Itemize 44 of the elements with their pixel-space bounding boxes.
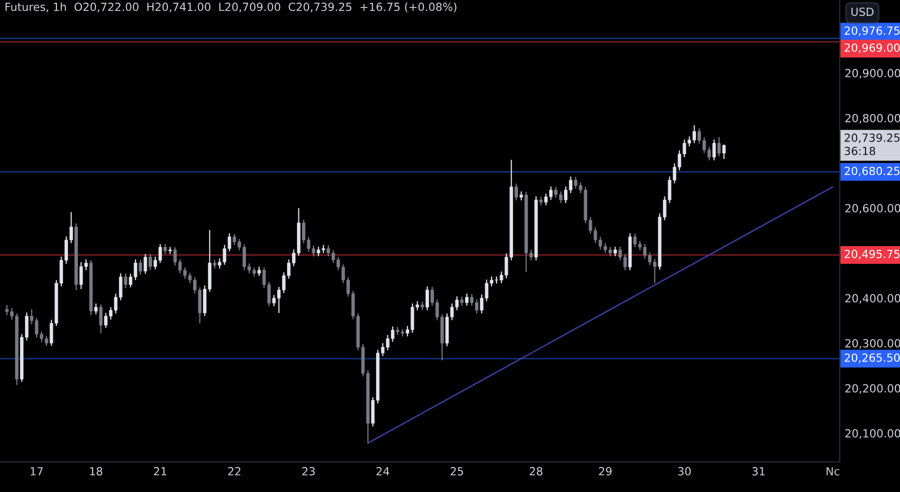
x-tick-label: 25 (450, 467, 464, 476)
candlestick (722, 144, 726, 160)
y-tick-label: 20,200.00 (845, 384, 900, 394)
x-tick-label: 24 (376, 467, 390, 476)
candlestick (257, 266, 261, 277)
candlestick (613, 246, 617, 257)
x-tick-label: 18 (90, 467, 102, 476)
candlestick (460, 296, 464, 306)
x-tick-label: 30 (678, 467, 691, 476)
y-tick-label: 20,400.00 (845, 294, 900, 304)
candlestick (426, 286, 429, 311)
candlestick (124, 272, 128, 289)
ref-line-label: 20,969.00 (844, 43, 900, 53)
x-tick-label: 22 (228, 467, 240, 476)
candlestick (465, 293, 469, 306)
x-tick-label: 31 (752, 467, 765, 476)
y-tick-label: 20,900.00 (845, 68, 900, 78)
x-tick-label: 21 (154, 467, 166, 476)
text: 20,739.25 36:18 (844, 133, 900, 156)
x-tick-label: 28 (530, 467, 542, 476)
ref-line-label: 20,265.50 (844, 353, 900, 364)
candlestick (712, 139, 716, 161)
candlestick (144, 253, 148, 274)
candlestick (514, 183, 518, 201)
x-tick-label: 29 (599, 467, 612, 476)
y-tick-label: 20,300.00 (845, 339, 900, 349)
candlestick (520, 190, 523, 201)
text: USD (851, 8, 874, 16)
y-tick-label: 20,800.00 (845, 114, 900, 124)
candlestick (148, 253, 152, 271)
x-tick-label: 17 (30, 467, 43, 476)
y-tick-label: 20,600.00 (845, 204, 900, 214)
y-tick-label: 20,100.00 (845, 429, 900, 439)
candlestick (99, 304, 103, 334)
ref-line-label: 20,495.75 (844, 250, 900, 260)
candlestick (163, 243, 167, 255)
x-tick-label: 23 (302, 467, 315, 476)
chart-title: Futures, 1h O20,722.00 H20,741.00 L20,709.00 C20,739.25 +16.75 (+0.08%) (6, 2, 456, 12)
candlestick (94, 302, 98, 315)
x-tick-label: Nc (826, 467, 840, 476)
candlestick (717, 136, 721, 157)
ref-line-label: 20,680.25 (844, 166, 900, 176)
ref-line-label: 20,976.75 (844, 26, 900, 36)
candlestick (138, 259, 142, 276)
